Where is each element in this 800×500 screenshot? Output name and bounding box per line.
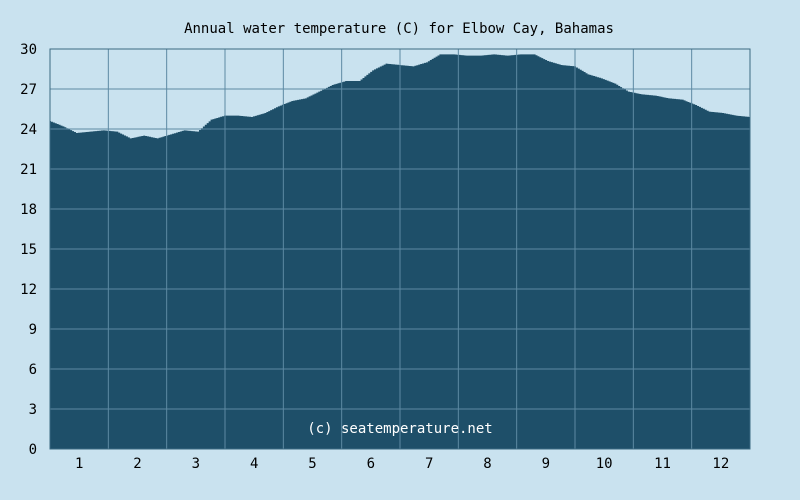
x-tick-label: 12: [712, 456, 729, 472]
x-tick-label: 9: [542, 456, 550, 472]
x-tick-label: 2: [133, 456, 141, 472]
y-tick-label: 0: [29, 442, 37, 458]
x-tick-label: 5: [308, 456, 316, 472]
x-axis-ticks: 1 2 3 4 5 6 7 8 9 10 11 12: [75, 456, 729, 472]
y-tick-label: 18: [20, 202, 37, 218]
plot-border: [49, 48, 751, 450]
x-tick-label: 11: [654, 456, 671, 472]
y-tick-label: 24: [20, 122, 37, 138]
y-tick-label: 21: [20, 162, 37, 178]
x-tick-label: 1: [75, 456, 83, 472]
y-tick-label: 3: [29, 402, 37, 418]
y-tick-label: 9: [29, 322, 37, 338]
x-tick-label: 4: [250, 456, 258, 472]
x-tick-label: 8: [483, 456, 491, 472]
y-tick-label: 30: [20, 42, 37, 58]
x-tick-label: 7: [425, 456, 433, 472]
y-tick-label: 27: [20, 82, 37, 98]
x-tick-label: 3: [192, 456, 200, 472]
x-tick-label: 10: [596, 456, 613, 472]
y-axis-ticks: 0 3 6 9 12 15 18 21 24 27 30: [20, 42, 37, 458]
y-tick-label: 12: [20, 282, 37, 298]
chart-title: Annual water temperature (C) for Elbow C…: [184, 21, 614, 37]
y-tick-label: 6: [29, 362, 37, 378]
x-tick-label: 6: [367, 456, 375, 472]
grid-lines: [49, 48, 751, 450]
watermark-text: (c) seatemperature.net: [307, 421, 492, 437]
y-tick-label: 15: [20, 242, 37, 258]
